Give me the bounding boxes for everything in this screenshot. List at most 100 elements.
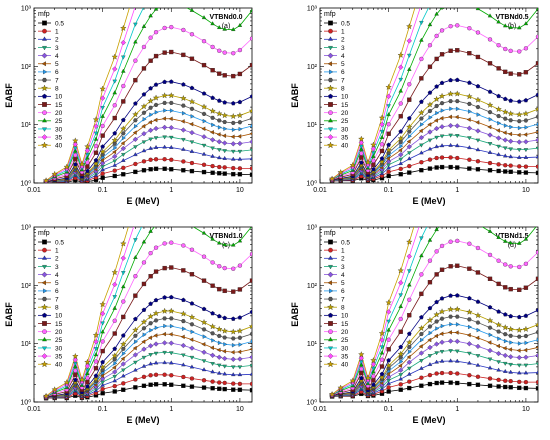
data-point-mfp-5 [210, 130, 214, 135]
data-point-mfp-40 [99, 85, 106, 92]
data-point-mfp-20 [359, 366, 364, 372]
data-point-mfp-8 [522, 110, 530, 117]
data-point-mfp-3 [201, 143, 207, 148]
data-point-mfp-15 [148, 58, 153, 63]
data-point-mfp-1 [162, 157, 167, 162]
data-point-mfp-0.5 [217, 171, 222, 176]
data-point-mfp-6 [122, 135, 126, 141]
data-point-mfp-25 [169, 217, 173, 220]
data-point-mfp-8 [418, 109, 425, 116]
data-point-mfp-0.5 [448, 380, 453, 385]
data-point-mfp-1 [141, 159, 147, 164]
data-point-mfp-0.5 [121, 387, 126, 392]
data-point-mfp-25 [73, 364, 78, 369]
data-point-mfp-8 [161, 307, 168, 314]
data-point-mfp-8 [474, 312, 482, 319]
data-point-mfp-1 [133, 161, 138, 167]
legend-label: 0.5 [55, 239, 64, 246]
data-point-mfp-1 [386, 169, 391, 174]
data-point-mfp-3 [455, 134, 460, 139]
data-point-mfp-5 [487, 124, 492, 130]
data-point-mfp-15 [535, 61, 538, 66]
data-point-mfp-0.5 [169, 167, 174, 172]
data-point-mfp-0.5 [237, 172, 243, 177]
data-point-mfp-8 [221, 327, 228, 334]
data-point-mfp-15 [508, 286, 513, 292]
data-point-mfp-2 [237, 156, 243, 161]
data-point-mfp-7 [133, 118, 138, 123]
y-tick-label: 10¹ [307, 122, 318, 129]
data-point-mfp-2 [523, 370, 529, 375]
data-point-mfp-6 [134, 339, 138, 344]
data-point-mfp-20 [162, 241, 167, 246]
data-point-mfp-3 [153, 351, 159, 356]
data-point-mfp-5 [168, 332, 173, 337]
legend-marker [41, 52, 48, 59]
data-point-mfp-0.5 [475, 167, 481, 172]
data-point-mfp-8 [152, 94, 160, 101]
data-point-mfp-5 [216, 347, 221, 353]
data-point-mfp-10 [230, 100, 236, 106]
data-point-mfp-15 [379, 364, 385, 369]
data-point-mfp-4 [201, 134, 207, 140]
x-tick-label: 10 [236, 406, 244, 413]
legend-marker [42, 20, 47, 26]
data-point-mfp-8 [120, 340, 127, 347]
data-point-mfp-3 [153, 136, 159, 141]
data-point-mfp-20 [508, 264, 513, 269]
data-point-mfp-1 [231, 381, 236, 386]
data-point-mfp-30 [379, 345, 385, 350]
data-point-mfp-5 [386, 156, 390, 161]
data-point-mfp-1 [249, 166, 252, 171]
data-point-mfp-15 [467, 51, 472, 56]
data-point-mfp-1 [100, 171, 105, 176]
data-point-mfp-1 [407, 163, 412, 169]
data-point-mfp-6 [509, 124, 514, 130]
data-point-mfp-7 [467, 101, 472, 106]
data-point-mfp-20 [222, 50, 227, 55]
data-point-mfp-4 [466, 125, 472, 131]
data-point-mfp-20 [455, 238, 460, 244]
panel-label: (a) [222, 23, 231, 30]
data-point-mfp-4 [147, 343, 154, 349]
data-point-mfp-2 [237, 372, 243, 377]
data-point-mfp-4 [523, 139, 529, 145]
data-point-mfp-20 [85, 160, 90, 165]
data-point-mfp-0.5 [231, 387, 236, 392]
data-point-mfp-25 [148, 228, 153, 233]
data-point-mfp-15 [503, 285, 508, 290]
data-point-mfp-2 [467, 360, 472, 365]
data-point-mfp-20 [217, 48, 222, 53]
data-point-mfp-5 [148, 335, 152, 340]
data-point-mfp-30 [419, 236, 424, 241]
panel-title: VTBNd1.0 [209, 233, 242, 240]
data-point-mfp-20 [448, 24, 453, 29]
data-point-mfp-7 [496, 114, 501, 119]
data-point-mfp-3 [249, 364, 252, 368]
data-point-mfp-6 [517, 341, 522, 346]
legend-label: 3 [55, 45, 59, 52]
data-point-mfp-25 [398, 88, 403, 93]
data-point-mfp-3 [121, 153, 126, 157]
data-point-mfp-30 [190, 201, 194, 204]
data-point-mfp-6 [211, 338, 216, 343]
legend-marker [42, 321, 47, 326]
data-point-mfp-7 [496, 329, 501, 334]
legend-marker [42, 93, 47, 99]
x-tick-label: 10 [522, 406, 530, 413]
data-point-mfp-0.5 [535, 386, 538, 391]
data-point-mfp-20 [398, 316, 403, 322]
data-point-mfp-10 [162, 295, 167, 300]
data-point-mfp-0.5 [162, 166, 167, 171]
data-point-mfp-4 [147, 127, 154, 133]
data-point-mfp-10 [419, 314, 424, 320]
data-point-mfp-1 [419, 375, 424, 380]
data-point-mfp-40 [72, 352, 79, 359]
data-point-mfp-6 [455, 106, 460, 112]
data-point-mfp-30 [428, 219, 432, 222]
data-point-mfp-3 [169, 351, 174, 356]
data-point-mfp-6 [122, 351, 126, 356]
data-point-mfp-20 [434, 249, 439, 254]
legend-marker [328, 117, 333, 123]
data-point-mfp-1 [210, 163, 215, 169]
